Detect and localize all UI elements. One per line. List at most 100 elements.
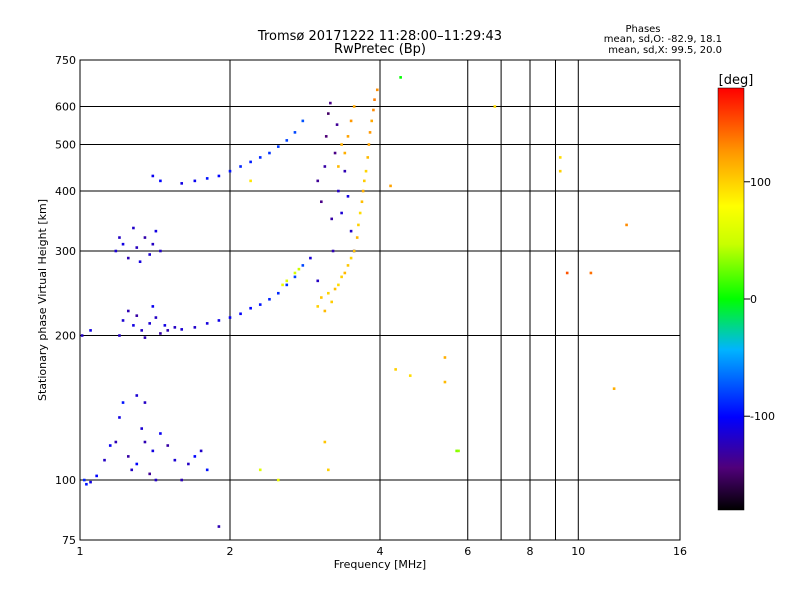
- data-point-o: [121, 319, 125, 322]
- data-point-o: [349, 229, 353, 233]
- data-point-o: [135, 246, 139, 249]
- data-point-x: [343, 271, 347, 275]
- data-point-o: [138, 260, 142, 264]
- data-point-o: [249, 160, 252, 164]
- data-point-o: [154, 478, 158, 482]
- data-point-x: [625, 223, 628, 227]
- data-point-x: [372, 108, 375, 112]
- data-point-o: [249, 306, 252, 310]
- data-point-o: [140, 427, 144, 430]
- data-point-x: [346, 264, 350, 267]
- y-tick-label: 500: [55, 139, 76, 152]
- data-point-x: [357, 223, 360, 227]
- data-point-o: [130, 468, 134, 472]
- data-point-x: [285, 279, 289, 283]
- data-point-x: [355, 236, 359, 239]
- data-point-o: [108, 444, 112, 447]
- data-point-x: [360, 200, 364, 204]
- data-point-x: [589, 271, 593, 275]
- x-tick-label: 16: [673, 545, 687, 558]
- chart-title: Tromsø 20171222 11:28:00–11:29:43: [257, 29, 502, 44]
- data-point-o: [217, 174, 221, 178]
- data-point-o: [121, 401, 125, 404]
- x-tick-labels: 1 2 4 6 8 10 16: [77, 545, 688, 558]
- data-point-x: [364, 169, 368, 173]
- data-point-o: [346, 195, 350, 198]
- data-point-o: [276, 145, 280, 148]
- data-point-o: [166, 329, 170, 332]
- data-point-o: [316, 279, 320, 283]
- data-point-x: [276, 478, 280, 482]
- data-point-x: [316, 305, 320, 308]
- data-point-o: [329, 101, 332, 105]
- data-point-x: [281, 283, 284, 287]
- data-point-o: [205, 468, 209, 472]
- data-point-o: [187, 462, 190, 466]
- data-points: [80, 76, 628, 528]
- data-point-o: [140, 329, 144, 332]
- data-point-o: [166, 444, 170, 447]
- data-point-x: [408, 374, 412, 377]
- data-point-x: [366, 156, 370, 159]
- data-point-o: [89, 480, 92, 484]
- data-point-o: [268, 151, 271, 155]
- data-point-o: [80, 334, 84, 337]
- data-point-o: [151, 174, 155, 178]
- data-point-o: [151, 242, 155, 246]
- data-point-x: [367, 143, 371, 146]
- data-point-o: [343, 169, 347, 173]
- data-point-o: [337, 189, 340, 193]
- chart-subtitle: RwPretec (Bp): [334, 42, 426, 57]
- grid-lines: [80, 60, 680, 540]
- colorbar-tick-label: 0: [750, 293, 757, 306]
- data-point-x: [349, 119, 353, 123]
- data-point-o: [95, 474, 98, 478]
- data-point-o: [217, 525, 221, 528]
- data-point-o: [132, 324, 135, 327]
- x-tick-label: 8: [527, 545, 534, 558]
- data-point-x: [399, 76, 402, 79]
- data-point-o: [118, 334, 121, 337]
- data-point-o: [333, 151, 337, 155]
- y-tick-labels: 75 100 200 300 400 500 600 750: [55, 54, 76, 547]
- x-tick-label: 6: [464, 545, 471, 558]
- colorbar-tick-label: -100: [750, 410, 775, 423]
- data-point-o: [126, 309, 130, 313]
- data-point-o: [118, 416, 121, 419]
- data-point-x: [375, 88, 379, 92]
- data-point-o: [268, 297, 271, 301]
- data-point-o: [199, 449, 203, 453]
- data-point-o: [316, 179, 320, 183]
- data-point-o: [148, 253, 152, 256]
- data-point-x: [258, 468, 262, 472]
- data-point-x: [340, 275, 343, 279]
- data-point-o: [327, 112, 330, 115]
- y-tick-label: 400: [55, 185, 76, 198]
- data-point-o: [154, 229, 158, 233]
- data-point-o: [193, 326, 197, 329]
- data-point-o: [148, 472, 152, 476]
- data-point-o: [276, 291, 280, 295]
- data-point-o: [159, 332, 162, 335]
- legend-line-o: mean, sd,O: -82.9, 18.1: [604, 34, 722, 45]
- data-point-o: [114, 440, 118, 444]
- data-point-o: [143, 440, 147, 444]
- data-point-o: [163, 324, 167, 327]
- data-point-o: [324, 135, 328, 138]
- data-point-o: [121, 242, 125, 246]
- data-point-o: [173, 458, 177, 462]
- data-point-o: [293, 131, 297, 134]
- data-point-o: [301, 119, 305, 123]
- data-point-o: [180, 328, 184, 331]
- data-point-x: [389, 184, 392, 188]
- data-point-x: [327, 468, 330, 472]
- data-point-o: [239, 165, 242, 168]
- data-point-o: [126, 455, 130, 458]
- x-axis-label: Frequency [MHz]: [334, 558, 426, 571]
- data-point-o: [193, 455, 197, 458]
- data-point-x: [343, 151, 347, 155]
- data-point-o: [285, 283, 289, 287]
- legend-heading: Phases: [625, 24, 660, 35]
- data-point-o: [143, 236, 147, 239]
- data-point-x: [373, 98, 376, 101]
